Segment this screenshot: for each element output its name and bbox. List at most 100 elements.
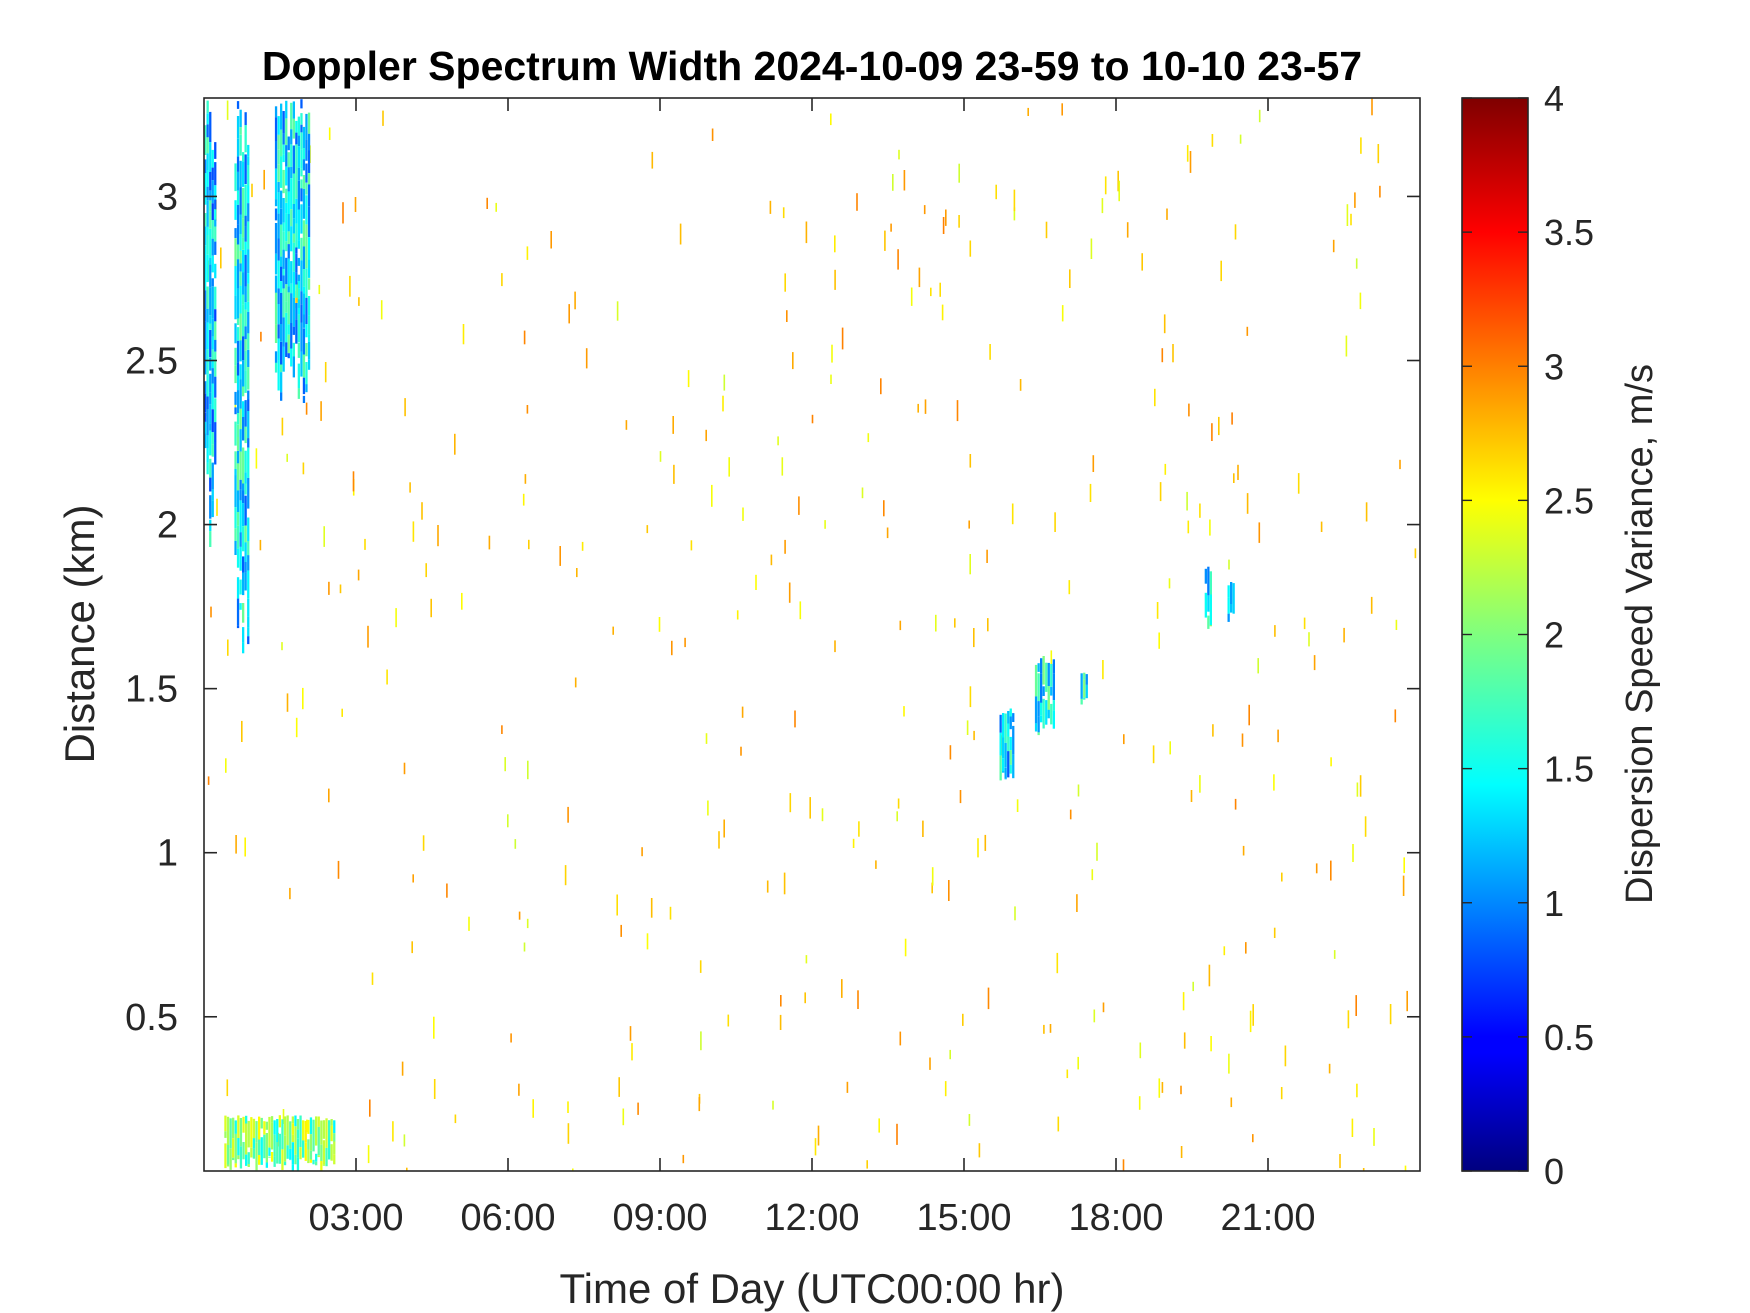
echo-cell (302, 354, 306, 378)
echo-cell (282, 288, 285, 318)
scatter-point (646, 933, 649, 950)
echo-cell (297, 146, 300, 168)
scatter-point (898, 149, 900, 160)
echo-cell (292, 356, 295, 378)
echo-cell (277, 260, 280, 289)
scatter-point (574, 677, 577, 688)
echo-cell (290, 226, 293, 252)
scatter-point (1223, 946, 1226, 956)
scatter-point (1210, 1036, 1212, 1052)
scatter-point (324, 362, 327, 383)
echo-cell (244, 215, 247, 227)
echo-cell (280, 224, 283, 257)
echo-cell (999, 732, 1002, 756)
echo-cell (244, 339, 247, 351)
scatter-point (637, 1102, 639, 1115)
scatter-point (1362, 1168, 1365, 1171)
echo-cell (302, 188, 306, 219)
echo-cell (239, 251, 242, 264)
scatter-point (1356, 1083, 1358, 1098)
scatter-point (501, 273, 503, 287)
x-tick-label: 21:00 (1220, 1197, 1315, 1239)
scatter-point (923, 205, 926, 215)
scatter-point (817, 1125, 820, 1146)
scatter-point (698, 1097, 701, 1112)
scatter-point (1359, 292, 1362, 310)
echo-cell (242, 294, 245, 305)
echo-cell (250, 1117, 253, 1148)
echo-cell (236, 577, 240, 599)
echo-cell (277, 338, 280, 361)
echo-cell (287, 353, 290, 359)
echo-cell (234, 347, 237, 366)
echo-cell (263, 1121, 266, 1135)
y-axis-ticks: 0.5 1 1.5 2 2.5 3 (125, 176, 1420, 1039)
scatter-point (958, 215, 960, 228)
echo-cell (302, 175, 306, 189)
scatter-point (1350, 213, 1352, 226)
echo-cell (1047, 662, 1050, 686)
echo-cell (277, 164, 280, 182)
echo-cell (290, 348, 293, 367)
echo-cell (242, 627, 245, 643)
scatter-point (1199, 775, 1201, 793)
scatter-point (1013, 207, 1016, 221)
echo-cell (211, 286, 214, 319)
echo-cell (209, 200, 212, 212)
scatter-point (897, 249, 899, 270)
echo-cell (307, 206, 311, 238)
echo-cell (206, 124, 209, 138)
scatter-point (780, 995, 782, 1007)
scatter-point (382, 110, 384, 126)
scatter-point (486, 197, 488, 209)
scatter-point (931, 867, 934, 886)
scatter-point (929, 1057, 931, 1070)
echo-cell (1040, 702, 1043, 716)
scatter-point (425, 563, 427, 578)
echo-cell (287, 286, 290, 293)
scatter-point (814, 1138, 817, 1156)
echo-cell (206, 254, 209, 283)
echo-cell (1227, 585, 1230, 598)
echo-cell (214, 441, 217, 465)
scatter-point (358, 297, 360, 306)
echo-cell (297, 299, 300, 308)
scatter-point (564, 865, 567, 886)
scatter-point (1395, 619, 1398, 630)
echo-cell (244, 226, 247, 242)
echo-cell (214, 241, 217, 255)
echo-cell (209, 531, 212, 547)
scatter-point (395, 608, 397, 628)
echo-cell (315, 1161, 318, 1166)
echo-cell (242, 1142, 245, 1160)
echo-cell (244, 286, 247, 303)
scatter-point (585, 348, 588, 369)
scatter-point (784, 273, 786, 292)
echo-cell (285, 202, 288, 214)
echo-cell (1037, 732, 1040, 736)
echo-cell (206, 170, 209, 187)
echo-cell (294, 1115, 297, 1127)
echo-cell (211, 489, 214, 501)
echo-cell (242, 187, 245, 219)
scatter-point (1252, 1004, 1254, 1026)
echo-cell (244, 112, 247, 126)
echo-cell (282, 249, 285, 269)
scatter-point (1404, 1165, 1407, 1171)
echo-cell (206, 435, 209, 448)
scatter-point (1377, 144, 1380, 164)
scatter-point (786, 310, 788, 322)
echo-cell (247, 598, 250, 617)
scatter-point (1281, 872, 1283, 882)
echo-cell (285, 213, 288, 242)
echo-cell (282, 317, 285, 347)
scatter-point (1061, 305, 1064, 322)
scatter-point (1209, 519, 1211, 536)
scatter-point (1308, 632, 1310, 647)
scatter-point (831, 344, 833, 363)
echo-cell (1040, 673, 1043, 703)
scatter-point (281, 642, 283, 651)
scatter-point (769, 200, 772, 214)
echo-cell (305, 224, 308, 237)
echo-cell (277, 182, 280, 193)
